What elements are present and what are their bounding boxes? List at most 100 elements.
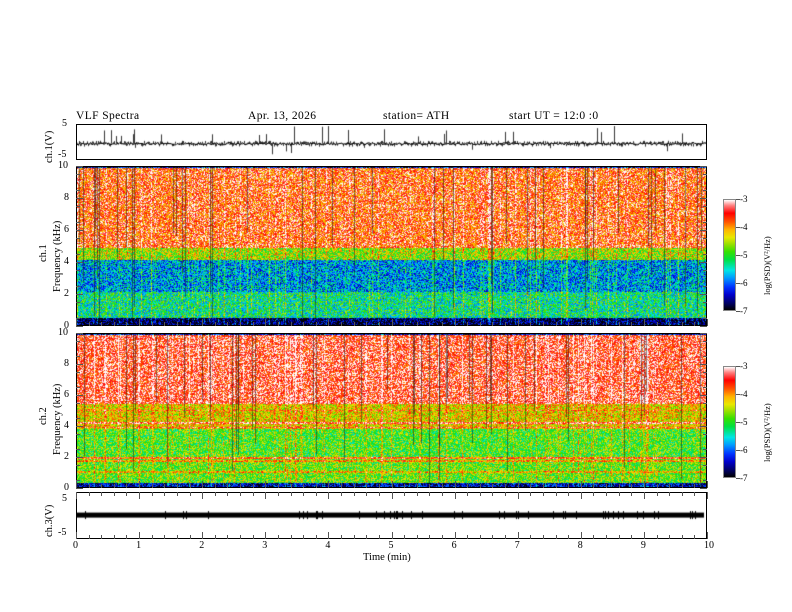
- x-tick-mark: [353, 535, 355, 539]
- x-tick-mark: [643, 492, 645, 499]
- x-tick-mark: [88, 535, 90, 539]
- frequency-minor-tick: [76, 206, 80, 207]
- x-tick-mark: [416, 322, 418, 326]
- frequency-minor-tick: [76, 387, 80, 389]
- x-tick-mark: [467, 322, 469, 326]
- x-tick-mark: [176, 322, 178, 326]
- x-tick-mark: [580, 481, 582, 488]
- x-tick-mark: [315, 322, 317, 326]
- x-tick-mark: [202, 319, 204, 326]
- x-tick-mark: [416, 484, 418, 488]
- x-tick-mark: [467, 484, 469, 488]
- x-tick-label: 1: [136, 540, 142, 551]
- x-tick-mark: [479, 322, 481, 326]
- ch2-frequency-axis-label: Frequency (kHz): [52, 383, 63, 455]
- x-tick-mark: [315, 492, 317, 496]
- x-tick-mark: [341, 322, 343, 326]
- frequency-minor-tick: [703, 402, 707, 404]
- frequency-minor-tick: [703, 190, 707, 191]
- x-tick-mark: [441, 484, 443, 488]
- x-tick-mark: [467, 492, 469, 496]
- x-tick-mark: [593, 484, 595, 488]
- x-tick-mark: [252, 492, 254, 496]
- x-tick-mark: [101, 535, 103, 539]
- x-tick-mark: [568, 484, 570, 488]
- x-tick-mark: [378, 492, 380, 496]
- x-tick-mark: [707, 532, 708, 539]
- frequency-minor-tick: [703, 302, 707, 303]
- ch1-waveform-panel: [76, 124, 707, 160]
- x-tick-mark: [202, 492, 204, 499]
- x-tick-mark: [681, 484, 683, 488]
- x-tick-mark: [643, 319, 645, 326]
- colorbar-tick-label: -5: [740, 250, 748, 260]
- x-tick-mark: [606, 322, 608, 326]
- ch2-frequency-axis-label-ch: ch.2: [38, 407, 49, 425]
- frequency-minor-tick: [76, 190, 80, 191]
- frequency-minor-tick: [703, 480, 707, 482]
- x-tick-mark: [568, 535, 570, 539]
- x-tick-label: 7: [514, 540, 520, 551]
- x-tick-mark: [353, 492, 355, 496]
- x-tick-label: 5: [388, 540, 394, 551]
- x-tick-mark: [530, 484, 532, 488]
- x-tick-mark: [126, 322, 128, 326]
- x-tick-mark: [694, 322, 696, 326]
- x-tick-mark: [366, 492, 368, 496]
- frequency-tick-mark: [76, 230, 83, 231]
- x-tick-mark: [265, 319, 267, 326]
- frequency-minor-tick: [76, 286, 80, 287]
- x-tick-mark: [240, 484, 242, 488]
- x-tick-mark: [164, 484, 166, 488]
- x-tick-mark: [404, 322, 406, 326]
- x-axis-label: Time (min): [363, 552, 411, 563]
- x-tick-mark: [517, 492, 519, 499]
- ch2-spectrogram-image: [77, 334, 706, 487]
- x-tick-mark: [492, 492, 494, 496]
- x-tick-mark: [391, 481, 393, 488]
- frequency-tick-mark: [700, 364, 707, 365]
- x-tick-mark: [707, 319, 708, 326]
- x-tick-mark: [454, 319, 456, 326]
- x-tick-mark: [214, 484, 216, 488]
- x-tick-mark: [76, 319, 77, 326]
- x-tick-mark: [151, 535, 153, 539]
- frequency-minor-tick: [76, 318, 80, 319]
- ch3-waveform-trace: [77, 493, 706, 538]
- x-tick-mark: [113, 484, 115, 488]
- x-tick-mark: [366, 322, 368, 326]
- x-tick-mark: [542, 492, 544, 496]
- x-tick-mark: [505, 322, 507, 326]
- x-tick-mark: [416, 492, 418, 496]
- x-tick-label: 8: [577, 540, 583, 551]
- x-tick-mark: [707, 481, 708, 488]
- x-tick-mark: [618, 535, 620, 539]
- x-tick-mark: [189, 484, 191, 488]
- colorbar-ch1-label: log(PSD)(V²/Hz): [762, 236, 772, 295]
- x-tick-mark: [189, 322, 191, 326]
- x-tick-mark: [681, 535, 683, 539]
- frequency-tick-mark: [700, 395, 707, 396]
- x-tick-mark: [555, 484, 557, 488]
- x-tick-mark: [139, 532, 141, 539]
- x-tick-mark: [555, 492, 557, 496]
- x-tick-mark: [227, 535, 229, 539]
- x-tick-mark: [669, 492, 671, 496]
- x-tick-mark: [378, 484, 380, 488]
- x-tick-mark: [341, 484, 343, 488]
- x-tick-mark: [479, 484, 481, 488]
- x-tick-mark: [88, 322, 90, 326]
- ch3-ytick-neg5: -5: [58, 527, 67, 538]
- frequency-tick-mark: [76, 326, 83, 327]
- x-tick-mark: [391, 319, 393, 326]
- x-tick-mark: [366, 535, 368, 539]
- x-tick-mark: [656, 322, 658, 326]
- frequency-tick-mark: [700, 294, 707, 295]
- x-tick-mark: [517, 532, 519, 539]
- colorbar-tick-label: -7: [740, 473, 748, 483]
- x-tick-mark: [681, 322, 683, 326]
- x-tick-mark: [454, 532, 456, 539]
- frequency-minor-tick: [703, 286, 707, 287]
- x-tick-mark: [290, 484, 292, 488]
- x-tick-mark: [681, 492, 683, 496]
